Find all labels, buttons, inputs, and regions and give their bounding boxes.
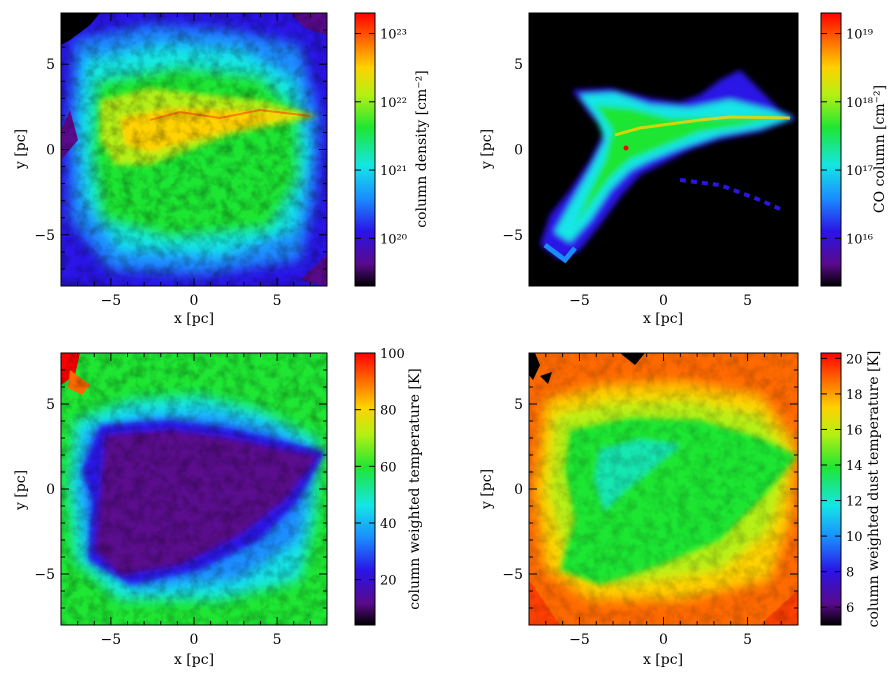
dust-temperature-colorbar: 6 8 10 12 14 16 18 20 column weighted dust temp… <box>820 351 882 628</box>
y-tick-label: −5 <box>34 228 55 244</box>
y-tick-label: 5 <box>46 397 55 413</box>
column-density-colorbar-gradient <box>354 12 376 287</box>
column-density-map <box>61 13 327 286</box>
x-tick-label: 5 <box>273 632 282 648</box>
colorbar-tick-label: 20 <box>380 574 397 589</box>
colorbar-tick-label: 10²³ <box>380 28 407 43</box>
x-tick-label: −5 <box>101 293 122 309</box>
column-density-colorbar-label: column density [cm⁻²] <box>414 70 430 227</box>
colorbar-tick-label: 10²² <box>380 96 407 111</box>
dust-temperature-colorbar-gradient <box>820 352 842 626</box>
x-tick-label: 0 <box>190 293 199 309</box>
co-column-colorbar-label: CO column [cm⁻²] <box>872 85 888 213</box>
colorbar-tick-label: 8 <box>846 566 854 581</box>
colorbar-tick-label: 100 <box>380 347 405 362</box>
colorbar-tick-label: 12 <box>846 495 863 510</box>
colorbar-tick-label: 10¹⁸ <box>846 96 873 111</box>
colorbar-tick-label: 18 <box>846 388 863 403</box>
x-tick-label: 5 <box>743 293 752 309</box>
colorbar-tick-label: 6 <box>846 601 854 616</box>
colorbar-tick-label: 20 <box>846 352 863 367</box>
y-tick-label: 0 <box>46 482 55 498</box>
gas-temperature-colorbar-label: column weighted temperature [K] <box>407 368 423 609</box>
colorbar-tick-label: 10¹⁹ <box>846 28 873 43</box>
y-tick-label: −5 <box>502 567 523 583</box>
x-tick-label: 0 <box>190 632 199 648</box>
column-density-ylabel: y [pc] <box>13 129 29 170</box>
co-column-colorbar-gradient <box>820 12 842 287</box>
panel-gas-temperature: −5 0 5 −5 0 5 x [pc] y [pc] 20 40 60 80 100 colum… <box>13 347 423 668</box>
x-tick-label: 5 <box>743 632 752 648</box>
dust-temperature-map <box>529 353 798 625</box>
y-tick-label: −5 <box>34 567 55 583</box>
co-column-xlabel: x [pc] <box>643 311 683 327</box>
x-tick-label: 5 <box>273 293 282 309</box>
y-tick-label: −5 <box>502 228 523 244</box>
panel-co-column: −5 0 5 −5 0 5 x [pc] y [pc] 10¹⁶ 10¹⁷ 10¹⁸ 10¹⁹ … <box>479 12 888 327</box>
gas-temperature-colorbar-gradient <box>354 352 376 626</box>
x-tick-label: −5 <box>101 632 122 648</box>
x-tick-label: −5 <box>569 293 590 309</box>
gas-temperature-map <box>61 353 327 625</box>
y-tick-label: 5 <box>46 57 55 73</box>
x-tick-label: 0 <box>659 632 668 648</box>
column-density-xlabel: x [pc] <box>174 311 214 327</box>
colorbar-tick-label: 10 <box>846 530 863 545</box>
colorbar-tick-label: 10¹⁶ <box>846 232 873 247</box>
colorbar-tick-label: 10¹⁷ <box>846 164 873 179</box>
panel-column-density: −5 0 5 −5 0 5 x [pc] y [pc] 10²⁰ 10²¹ 10²² 10²³ … <box>13 12 430 327</box>
y-tick-label: 0 <box>514 143 523 159</box>
dust-temperature-colorbar-label: column weighted dust temperature [K] <box>866 351 882 628</box>
colorbar-tick-label: 16 <box>846 423 863 438</box>
column-density-colorbar: 10²⁰ 10²¹ 10²² 10²³ column density [cm⁻²] <box>354 12 430 287</box>
y-tick-label: 0 <box>514 482 523 498</box>
x-tick-label: −5 <box>569 632 590 648</box>
gas-temperature-xlabel: x [pc] <box>174 652 214 668</box>
dust-temperature-ylabel: y [pc] <box>479 469 495 510</box>
co-column-map <box>529 13 798 286</box>
x-tick-label: 0 <box>659 293 668 309</box>
colorbar-tick-label: 40 <box>380 517 397 532</box>
co-column-colorbar: 10¹⁶ 10¹⁷ 10¹⁸ 10¹⁹ CO column [cm⁻²] <box>820 12 888 287</box>
co-column-ylabel: y [pc] <box>479 129 495 170</box>
colorbar-tick-label: 10²¹ <box>380 164 407 179</box>
colorbar-tick-label: 14 <box>846 459 863 474</box>
colorbar-tick-label: 10²⁰ <box>380 232 407 247</box>
y-tick-label: 0 <box>46 143 55 159</box>
gas-temperature-ylabel: y [pc] <box>13 470 29 511</box>
panel-dust-temperature: −5 0 5 −5 0 5 x [pc] y [pc] 6 8 10 12 14 16 18 20 co… <box>479 351 882 668</box>
dust-temperature-xlabel: x [pc] <box>643 652 683 668</box>
y-tick-label: 5 <box>514 397 523 413</box>
y-tick-label: 5 <box>514 57 523 73</box>
gas-temperature-colorbar: 20 40 60 80 100 column weighted temperature … <box>354 347 423 626</box>
colorbar-tick-label: 80 <box>380 404 397 419</box>
colorbar-tick-label: 60 <box>380 460 397 475</box>
